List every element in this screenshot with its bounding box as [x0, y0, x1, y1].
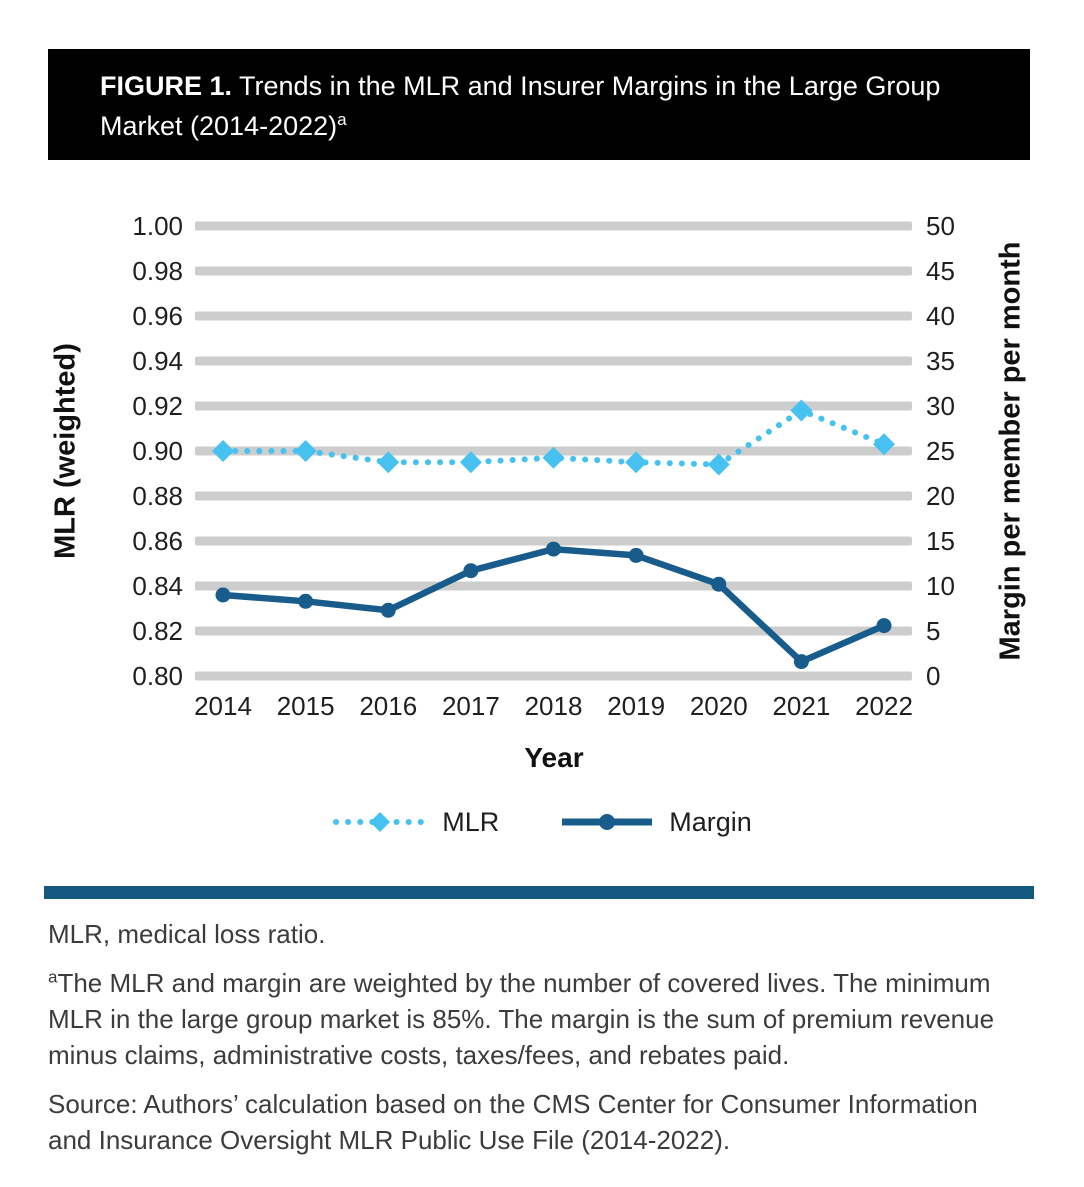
svg-text:30: 30 [926, 391, 955, 421]
mlr-series [212, 399, 895, 476]
svg-text:40: 40 [926, 301, 955, 331]
svg-text:0.84: 0.84 [132, 571, 183, 601]
svg-text:10: 10 [926, 571, 955, 601]
svg-text:0.90: 0.90 [132, 436, 183, 466]
svg-text:2022: 2022 [855, 691, 913, 721]
left-axis-title: MLR (weighted) [49, 343, 82, 559]
svg-text:0: 0 [926, 661, 940, 691]
svg-text:20: 20 [926, 481, 955, 511]
svg-text:0.86: 0.86 [132, 526, 183, 556]
svg-text:0.92: 0.92 [132, 391, 183, 421]
footnote-a-text: The MLR and margin are weighted by the n… [48, 968, 995, 1070]
legend-label-mlr: MLR [442, 806, 500, 837]
mlr-margin-line-chart: 1.00 0.98 0.96 0.94 0.92 0.90 0.88 0.86 0.84 0.82… [132, 211, 955, 721]
svg-text:0.98: 0.98 [132, 256, 183, 286]
svg-text:1.00: 1.00 [132, 211, 183, 241]
svg-text:2019: 2019 [607, 691, 665, 721]
svg-text:50: 50 [926, 211, 955, 241]
svg-text:2021: 2021 [772, 691, 830, 721]
svg-text:2015: 2015 [277, 691, 335, 721]
chart-legend: MLR Margin [0, 798, 1084, 846]
svg-text:0.96: 0.96 [132, 301, 183, 331]
svg-text:35: 35 [926, 346, 955, 376]
svg-text:2020: 2020 [690, 691, 748, 721]
svg-text:0.80: 0.80 [132, 661, 183, 691]
legend-label-margin: Margin [669, 806, 752, 837]
svg-text:2014: 2014 [194, 691, 252, 721]
figure-title: Trends in the MLR and Insurer Margins in… [100, 71, 941, 141]
figure-number-label: FIGURE 1. [100, 71, 233, 101]
gridlines [195, 221, 912, 681]
svg-text:2017: 2017 [442, 691, 500, 721]
source-note: Source: Authors’ calculation based on th… [48, 1089, 978, 1155]
svg-text:2016: 2016 [359, 691, 417, 721]
svg-text:45: 45 [926, 256, 955, 286]
right-axis-title: Margin per member per month [994, 241, 1027, 661]
divider-bar [44, 886, 1034, 899]
footnote-a: aThe MLR and margin are weighted by the … [48, 965, 1008, 1073]
margin-series [215, 541, 892, 670]
svg-text:0.94: 0.94 [132, 346, 183, 376]
margin-legend-swatch [562, 814, 653, 830]
svg-text:2018: 2018 [525, 691, 583, 721]
svg-text:0.82: 0.82 [132, 616, 183, 646]
footnote-a-marker: a [48, 967, 58, 987]
figure-header: FIGURE 1. Trends in the MLR and Insurer … [48, 49, 1030, 160]
svg-text:25: 25 [926, 436, 955, 466]
x-axis-title: Year [524, 742, 584, 773]
svg-text:5: 5 [926, 616, 940, 646]
left-axis-tick-labels: 1.00 0.98 0.96 0.94 0.92 0.90 0.88 0.86 0.84 0.82… [132, 211, 183, 691]
mlr-legend-swatch [333, 812, 428, 832]
x-axis-tick-labels: 2014 2015 2016 2017 2018 2019 2020 2021 2022 [194, 691, 913, 721]
figure-title-superscript: a [337, 110, 347, 129]
svg-text:0.88: 0.88 [132, 481, 183, 511]
svg-text:15: 15 [926, 526, 955, 556]
abbreviation-note: MLR, medical loss ratio. [48, 919, 326, 949]
footnotes: MLR, medical loss ratio. aThe MLR and ma… [48, 916, 1008, 1171]
